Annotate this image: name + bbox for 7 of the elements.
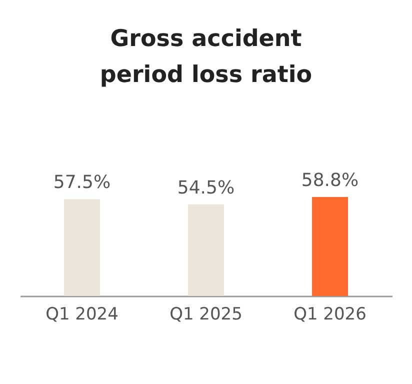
x-tick-label: Q1 2025 <box>170 304 242 324</box>
data-label: 57.5% <box>53 172 111 194</box>
data-label: 58.8% <box>301 170 359 192</box>
x-tick-label: Q1 2026 <box>294 304 366 324</box>
x-tick-label: Q1 2024 <box>46 304 118 324</box>
data-label: 54.5% <box>177 177 235 198</box>
chart-title: Gross accident period loss ratio <box>100 26 312 88</box>
